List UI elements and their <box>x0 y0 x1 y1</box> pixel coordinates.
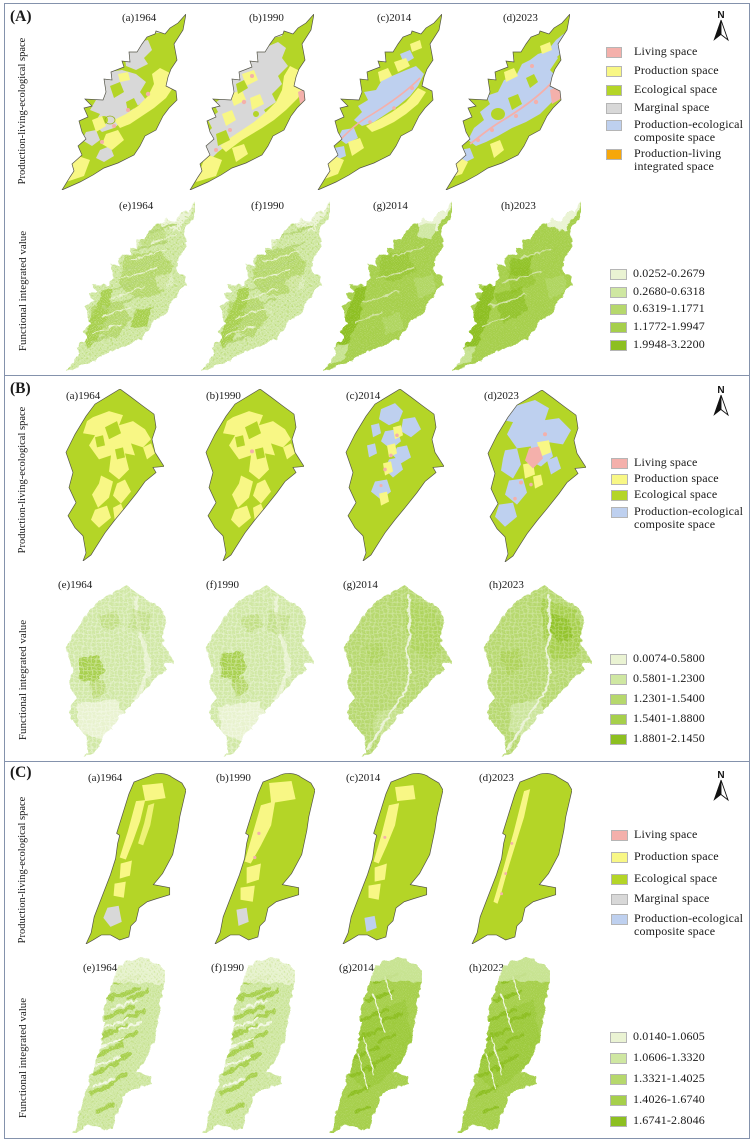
svg-text:N: N <box>717 770 724 781</box>
svg-text:N: N <box>717 10 724 21</box>
svg-text:N: N <box>717 385 724 396</box>
